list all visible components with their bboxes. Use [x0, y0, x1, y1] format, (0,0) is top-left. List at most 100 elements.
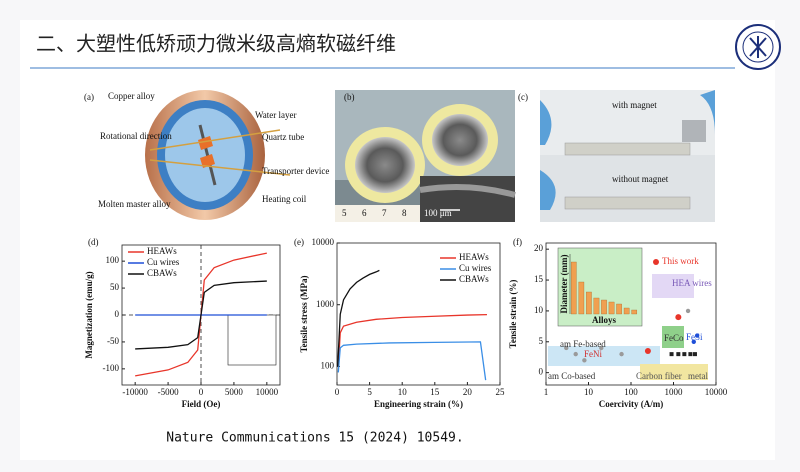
x-tick-label: 15 [430, 387, 440, 397]
bar [586, 291, 592, 315]
plot-frame [336, 242, 501, 386]
legend-label: CBAWs [459, 274, 489, 284]
bar [631, 309, 638, 315]
part-label: Heating coil [262, 194, 307, 204]
point [682, 352, 687, 357]
y-tick-label: 10 [534, 305, 544, 315]
inset-frame [227, 314, 277, 366]
photo-caption: with magnet [612, 100, 657, 110]
x-tick-label: 25 [496, 387, 506, 397]
annotation: metal [688, 371, 708, 381]
point [599, 345, 604, 351]
x-axis-label: Field (Oe) [182, 399, 221, 409]
x-tick-label: 100 [624, 387, 638, 397]
y-tick-label: 20 [534, 243, 544, 253]
legend-label: CBAWs [147, 268, 177, 278]
bar [570, 261, 577, 315]
bar [616, 303, 622, 315]
bar [578, 281, 585, 315]
x-axis-label: Coercivity (A/m) [599, 399, 664, 409]
point [675, 314, 682, 321]
annotation: am Co-based [548, 371, 596, 381]
point [685, 308, 691, 314]
panel-label: (b) [344, 92, 355, 102]
y-tick-label: 100 [321, 360, 335, 370]
y-axis-label: Diameter (mm) [559, 254, 569, 313]
y-tick-label: 100 [106, 255, 120, 265]
annotation: FeSi [686, 332, 703, 342]
y-tick-label: 0 [539, 367, 544, 377]
panel-label: (e) [294, 237, 304, 247]
panel-a [145, 90, 291, 220]
bar [593, 297, 600, 315]
part-label: Transporter device [262, 166, 329, 176]
ruler-number: 6 [362, 208, 367, 218]
bar [608, 301, 615, 315]
point [564, 345, 569, 351]
point [619, 351, 624, 357]
ruler-number: 8 [402, 208, 407, 218]
series-line [337, 314, 487, 367]
bar [601, 299, 607, 315]
slide-title: 二、大塑性低矫顽力微米级高熵软磁纤维 [36, 32, 396, 56]
point [676, 352, 681, 357]
y-tick-label: 15 [534, 274, 544, 284]
y-tick-label: 5 [539, 336, 544, 346]
legend-label: HEAWs [147, 246, 177, 256]
legend-label: Cu wires [459, 263, 492, 273]
x-tick-label: 10 [398, 387, 408, 397]
x-tick-label: -5000 [158, 387, 179, 397]
annotation: Carbon fiber [636, 371, 682, 381]
x-axis-label: Engineering strain (%) [374, 399, 463, 409]
point [573, 351, 578, 357]
y-tick-label: 1000 [316, 299, 335, 309]
x-tick-label: 1 [544, 387, 549, 397]
legend-label: This work [662, 256, 699, 266]
part-label: Copper alloy [108, 91, 155, 101]
y-axis-label: Tensile strain (%) [508, 280, 518, 349]
part-label: Rotational direction [100, 131, 172, 141]
x-tick-label: 0 [199, 387, 204, 397]
ruler-number: 5 [342, 208, 347, 218]
y-tick-label: 50 [110, 282, 120, 292]
series-line [337, 341, 487, 381]
x-tick-label: 10000 [705, 387, 728, 397]
point [669, 352, 674, 357]
point [692, 352, 697, 357]
y-axis-label: Tensile stress (MPa) [299, 276, 309, 353]
y-tick-label: -50 [107, 336, 119, 346]
legend-label: HEAWs [459, 252, 489, 262]
x-tick-label: 20 [463, 387, 473, 397]
panel-b [335, 90, 516, 222]
part-label: Water layer [255, 110, 297, 120]
x-tick-label: -10000 [122, 387, 148, 397]
legend-label: Cu wires [147, 257, 180, 267]
y-axis-label: Magnetization (emu/g) [84, 271, 94, 358]
x-tick-label: 5000 [225, 387, 244, 397]
ruler-number: 7 [382, 208, 387, 218]
y-tick-label: 0 [115, 309, 120, 319]
annotation: FeCo [664, 333, 684, 343]
annotation: HEA wires [672, 278, 712, 288]
x-tick-label: 0 [335, 387, 340, 397]
point [582, 358, 587, 363]
y-tick-label: -100 [103, 363, 120, 373]
part-label: Molten master alloy [98, 199, 171, 209]
x-tick-label: 10000 [256, 387, 279, 397]
panel-label: (f) [513, 237, 522, 247]
logo [735, 24, 781, 70]
x-axis-label: Alloys [592, 315, 617, 325]
y-tick-label: 10000 [312, 237, 335, 247]
x-tick-label: 1000 [665, 387, 684, 397]
series-line [337, 269, 380, 367]
part-label: Quartz tube [262, 132, 304, 142]
photo-caption: without magnet [612, 174, 669, 184]
point [644, 348, 651, 355]
x-tick-label: 5 [367, 387, 372, 397]
panel-label: (c) [518, 92, 528, 102]
series-line [135, 280, 267, 350]
point [691, 339, 696, 344]
bar [623, 307, 630, 315]
panel-label: (a) [84, 92, 94, 102]
